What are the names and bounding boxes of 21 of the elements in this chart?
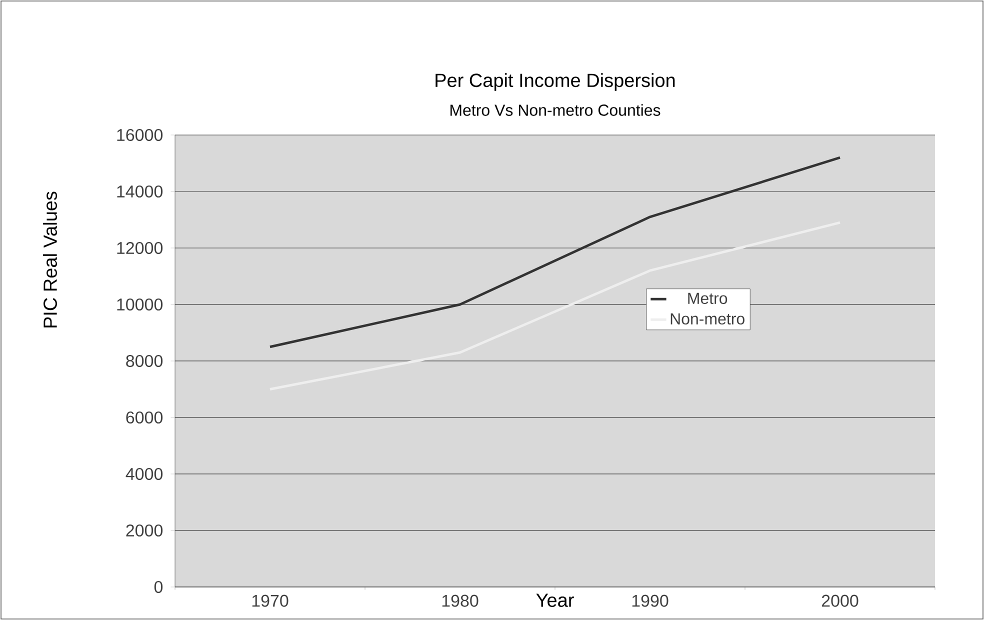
- chart-subtitle: Metro Vs Non-metro Counties: [450, 104, 660, 116]
- line-series: [268, 221, 842, 390]
- y-tick-label: 16000: [117, 128, 163, 142]
- y-tick-label: 6000: [126, 411, 163, 424]
- x-tick-label: 1970: [252, 594, 288, 607]
- x-tick-label: 1990: [632, 594, 668, 607]
- x-tick-label: 2000: [822, 594, 858, 607]
- y-tick-label: 10000: [117, 298, 163, 311]
- y-tick-label: 14000: [117, 185, 163, 198]
- line-series: [268, 156, 842, 348]
- legend-label: Non-metro: [670, 313, 744, 325]
- x-tick-label: 1980: [442, 594, 478, 607]
- y-tick-label: 12000: [117, 242, 163, 254]
- y-tick-label: 0: [154, 580, 163, 594]
- y-tick-label: 2000: [126, 524, 163, 537]
- y-tick-label: 4000: [126, 468, 163, 480]
- chart-title: Per Capit Income Dispersion: [436, 73, 675, 91]
- y-tick-label: 8000: [126, 354, 163, 368]
- legend-label: Metro: [688, 292, 728, 304]
- y-axis-title: PIC Real Values: [43, 192, 57, 328]
- x-axis-title: Year: [536, 594, 574, 607]
